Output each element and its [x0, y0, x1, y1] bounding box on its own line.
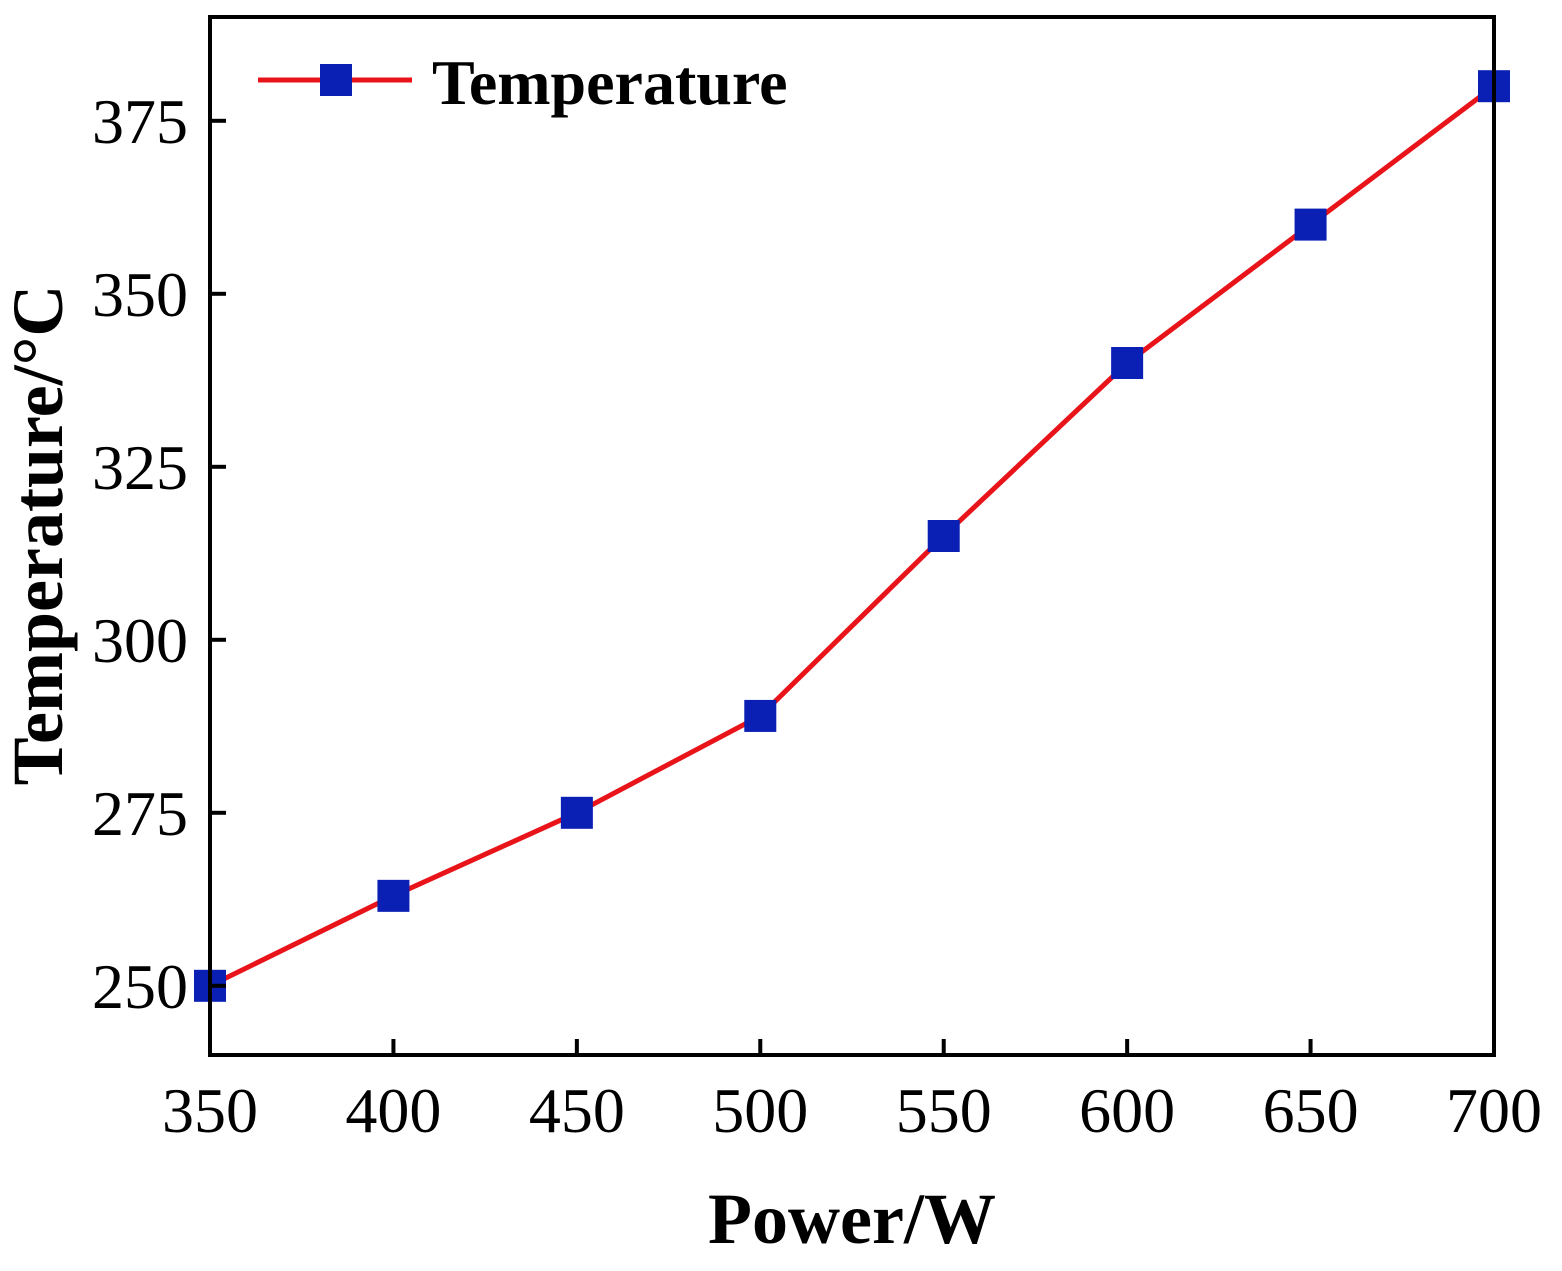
x-tick-label-550: 550	[896, 1075, 992, 1146]
x-tick-label-700: 700	[1446, 1075, 1542, 1146]
data-point-650	[1294, 208, 1327, 241]
y-tick-label-300: 300	[92, 605, 188, 676]
y-axis-title: Temperature/°C	[0, 285, 78, 786]
x-tick-label-400: 400	[345, 1075, 441, 1146]
legend: Temperature	[258, 47, 788, 118]
data-point-600	[1111, 347, 1144, 379]
plot-marks	[194, 70, 1510, 1002]
legend-label: Temperature	[432, 47, 788, 118]
x-axis-title: Power/W	[708, 1179, 996, 1259]
x-tick-label-600: 600	[1079, 1075, 1175, 1146]
plot-frame	[208, 15, 1496, 1057]
y-tick-label-350: 350	[92, 259, 188, 330]
y-tick-label-275: 275	[92, 778, 188, 849]
y-tick-label-325: 325	[92, 432, 188, 503]
data-point-550	[927, 520, 960, 552]
x-tick-label-500: 500	[712, 1075, 808, 1146]
data-point-400	[377, 879, 410, 912]
y-tick-label-250: 250	[92, 951, 188, 1022]
x-tick-label-350: 350	[162, 1075, 258, 1146]
x-tick-label-450: 450	[529, 1075, 625, 1146]
data-point-450	[560, 796, 593, 829]
x-tick-label-650: 650	[1263, 1075, 1359, 1146]
axis-ticks: 350 400 450 500 550 600 650 700 250 275 300 325 350 3…	[92, 86, 1542, 1146]
y-tick-label-375: 375	[92, 86, 188, 157]
data-point-500	[744, 699, 777, 732]
series-line-0	[208, 84, 1496, 989]
legend-marker-swatch	[320, 64, 352, 96]
